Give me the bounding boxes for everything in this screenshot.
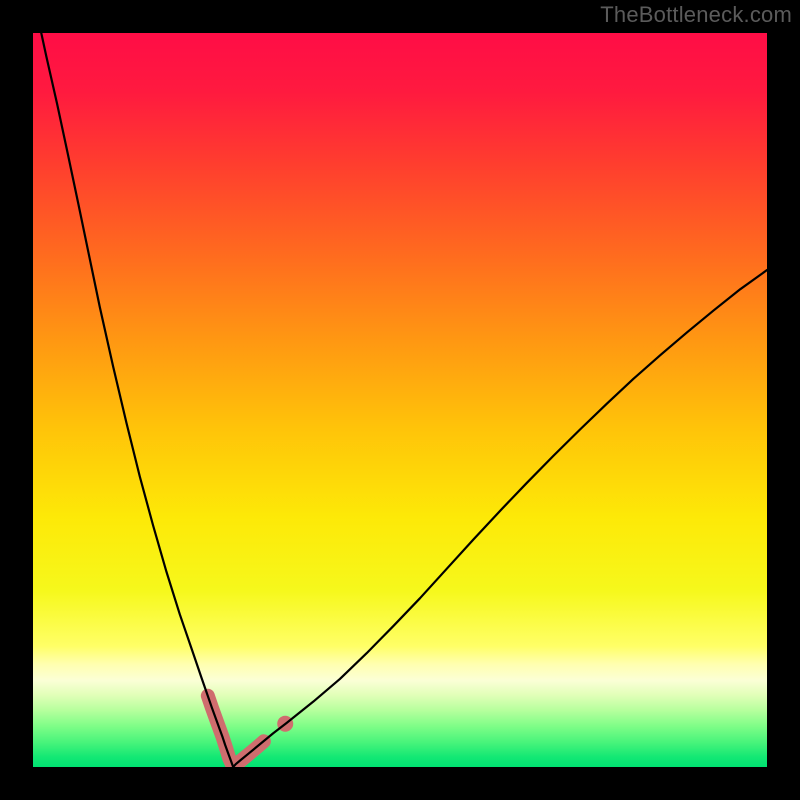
chart-frame: TheBottleneck.com [0, 0, 800, 800]
plot-svg [33, 33, 767, 767]
plot-area [33, 33, 767, 767]
watermark-text: TheBottleneck.com [600, 2, 792, 28]
gradient-background [33, 33, 767, 767]
